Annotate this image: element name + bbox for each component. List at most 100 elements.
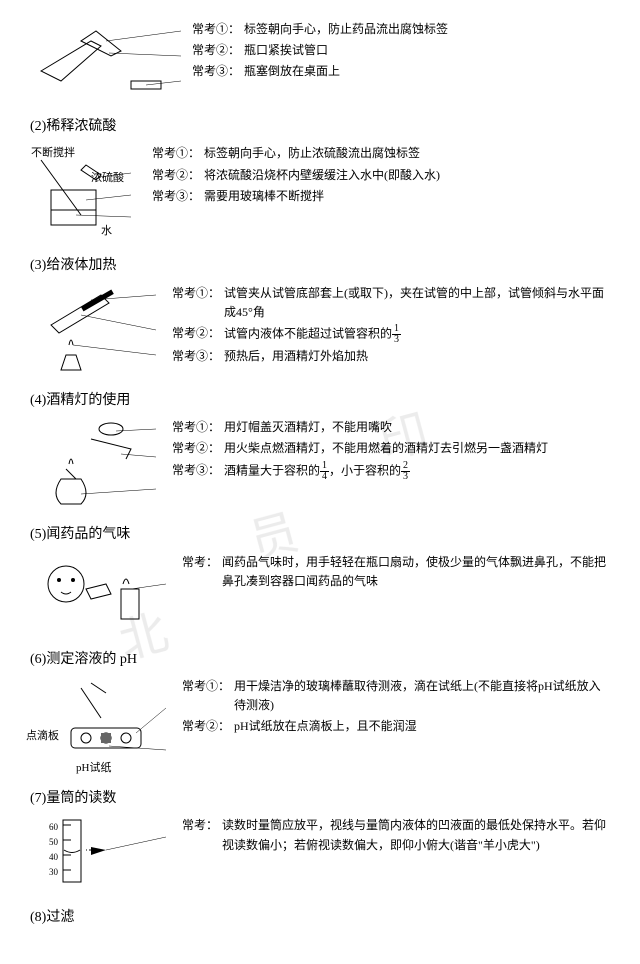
section-title: (8)过滤 bbox=[30, 907, 610, 929]
content-row: 60 50 40 30 常考：读数时量筒应放平，视线与量筒内液体的凹液面的最低处… bbox=[30, 816, 610, 893]
note-text: 试管夹从试管底部套上(或取下)，夹在试管的中上部，试管倾斜与水平面成45°角 bbox=[224, 284, 610, 322]
note-prefix: 常考①： bbox=[172, 284, 220, 303]
note-text: 预热后，用酒精灯外焰加热 bbox=[224, 347, 610, 366]
section-pouring: 常考①：标签朝向手心，防止药品流出腐蚀标签 常考②：瓶口紧挨试管口 常考③：瓶塞… bbox=[30, 20, 610, 102]
note-text: 用干燥洁净的玻璃棒蘸取待测液，滴在试纸上(不能直接将pH试纸放入待测液) bbox=[234, 677, 610, 715]
note-prefix: 常考②： bbox=[172, 324, 220, 343]
note-text: 读数时量筒应放平，视线与量筒内液体的凹液面的最低处保持水平。若仰视读数偏小；若俯… bbox=[222, 816, 610, 854]
content-row: 点滴板 pH试纸 常考①：用干燥洁净的玻璃棒蘸取待测液，滴在试纸上(不能直接将p… bbox=[30, 677, 610, 774]
section-dilute-acid: (2)稀释浓硫酸 不断搅拌 浓硫酸 水 常考①：标签朝向手心，防止浓硫酸流出腐蚀… bbox=[30, 116, 610, 241]
fraction: 13 bbox=[392, 324, 401, 345]
note-prefix: 常考③： bbox=[172, 461, 220, 480]
diagram-smell bbox=[30, 553, 172, 635]
section-title: (3)给液体加热 bbox=[30, 255, 610, 277]
fraction: 14 bbox=[320, 461, 329, 482]
notes-ph: 常考①：用干燥洁净的玻璃棒蘸取待测液，滴在试纸上(不能直接将pH试纸放入待测液)… bbox=[182, 677, 610, 739]
note-text: 标签朝向手心，防止浓硫酸流出腐蚀标签 bbox=[204, 144, 610, 163]
content-row: 不断搅拌 浓硫酸 水 常考①：标签朝向手心，防止浓硫酸流出腐蚀标签 常考②：将浓… bbox=[30, 144, 610, 241]
note-prefix: 常考③： bbox=[172, 347, 220, 366]
smell-illustration bbox=[31, 554, 171, 634]
note-line: 常考①：用灯帽盖灭酒精灯，不能用嘴吹 bbox=[172, 418, 610, 437]
note-prefix: 常考①： bbox=[182, 677, 230, 696]
note-prefix: 常考③： bbox=[152, 187, 200, 206]
note-text: 闻药品气味时，用手轻轻在瓶口扇动，使极少量的气体飘进鼻孔，不能把鼻孔凑到容器口闻… bbox=[222, 553, 610, 591]
note-line: 常考①：用干燥洁净的玻璃棒蘸取待测液，滴在试纸上(不能直接将pH试纸放入待测液) bbox=[182, 677, 610, 715]
note-line: 常考②：用火柴点燃酒精灯，不能用燃着的酒精灯去引燃另一盏酒精灯 bbox=[172, 439, 610, 458]
note-line: 常考③：预热后，用酒精灯外焰加热 bbox=[172, 347, 610, 366]
note-line: 常考①：试管夹从试管底部套上(或取下)，夹在试管的中上部，试管倾斜与水平面成45… bbox=[172, 284, 610, 322]
note-line: 常考①：标签朝向手心，防止药品流出腐蚀标签 bbox=[192, 20, 610, 39]
lamp-illustration bbox=[31, 419, 161, 509]
note-text: 用火柴点燃酒精灯，不能用燃着的酒精灯去引燃另一盏酒精灯 bbox=[224, 439, 610, 458]
ph-illustration bbox=[31, 678, 171, 773]
label-60: 60 bbox=[49, 820, 58, 834]
label-50: 50 bbox=[49, 835, 58, 849]
notes-lamp: 常考①：用灯帽盖灭酒精灯，不能用嘴吹 常考②：用火柴点燃酒精灯，不能用燃着的酒精… bbox=[172, 418, 610, 483]
section-title: (6)测定溶液的 pH bbox=[30, 649, 610, 671]
label-30: 30 bbox=[49, 865, 58, 879]
label-stir: 不断搅拌 bbox=[31, 145, 75, 163]
pouring-illustration bbox=[31, 21, 181, 101]
note-prefix: 常考①： bbox=[172, 418, 220, 437]
section-alcohol-lamp: (4)酒精灯的使用 常考①：用灯帽盖灭酒精灯，不能用嘴吹 常考②：用火柴点燃酒精… bbox=[30, 390, 610, 510]
notes-dilute: 常考①：标签朝向手心，防止浓硫酸流出腐蚀标签 常考②：将浓硫酸沿烧杯内壁缓缓注入… bbox=[152, 144, 610, 208]
note-text: 酒精量大于容积的14，小于容积的23 bbox=[224, 461, 610, 482]
content-row: 常考：闻药品气味时，用手轻轻在瓶口扇动，使极少量的气体飘进鼻孔，不能把鼻孔凑到容… bbox=[30, 553, 610, 635]
diagram-dilute: 不断搅拌 浓硫酸 水 bbox=[30, 144, 142, 241]
note-line: 常考②：瓶口紧挨试管口 bbox=[192, 41, 610, 60]
note-prefix: 常考②： bbox=[182, 717, 230, 736]
note-line: 常考②：试管内液体不能超过试管容积的13 bbox=[172, 324, 610, 345]
label-paper: pH试纸 bbox=[76, 760, 111, 778]
note-prefix: 常考②： bbox=[152, 166, 200, 185]
note-line: 常考③：酒精量大于容积的14，小于容积的23 bbox=[172, 461, 610, 482]
note-line: 常考：读数时量筒应放平，视线与量筒内液体的凹液面的最低处保持水平。若仰视读数偏小… bbox=[182, 816, 610, 854]
label-plate: 点滴板 bbox=[26, 728, 59, 746]
diagram-cylinder: 60 50 40 30 bbox=[30, 816, 172, 893]
content-row: 常考①：用灯帽盖灭酒精灯，不能用嘴吹 常考②：用火柴点燃酒精灯，不能用燃着的酒精… bbox=[30, 418, 610, 510]
note-text: 将浓硫酸沿烧杯内壁缓缓注入水中(即酸入水) bbox=[204, 166, 610, 185]
section-filter: (8)过滤 bbox=[30, 907, 610, 929]
diagram-pouring bbox=[30, 20, 182, 102]
note-prefix: 常考③： bbox=[192, 62, 240, 81]
section-title: (7)量筒的读数 bbox=[30, 788, 610, 810]
note-text: 瓶塞倒放在桌面上 bbox=[244, 62, 610, 81]
notes-heating: 常考①：试管夹从试管底部套上(或取下)，夹在试管的中上部，试管倾斜与水平面成45… bbox=[172, 284, 610, 369]
section-title: (5)闻药品的气味 bbox=[30, 524, 610, 546]
diagram-heating bbox=[30, 284, 162, 376]
notes-smell: 常考：闻药品气味时，用手轻轻在瓶口扇动，使极少量的气体飘进鼻孔，不能把鼻孔凑到容… bbox=[182, 553, 610, 593]
note-prefix: 常考： bbox=[182, 816, 218, 835]
section-title: (4)酒精灯的使用 bbox=[30, 390, 610, 412]
note-prefix: 常考①： bbox=[192, 20, 240, 39]
section-cylinder: (7)量筒的读数 60 50 40 30 常考：读数时量筒应放平，视线与量筒内液… bbox=[30, 788, 610, 893]
section-heating: (3)给液体加热 常考①：试管夹从试管底部套上(或取下)，夹在试管的中上部，试管… bbox=[30, 255, 610, 375]
label-acid: 浓硫酸 bbox=[91, 170, 124, 188]
notes-pouring: 常考①：标签朝向手心，防止药品流出腐蚀标签 常考②：瓶口紧挨试管口 常考③：瓶塞… bbox=[192, 20, 610, 84]
note-prefix: 常考②： bbox=[192, 41, 240, 60]
notes-cylinder: 常考：读数时量筒应放平，视线与量筒内液体的凹液面的最低处保持水平。若仰视读数偏小… bbox=[182, 816, 610, 856]
note-prefix: 常考②： bbox=[172, 439, 220, 458]
note-text: 用灯帽盖灭酒精灯，不能用嘴吹 bbox=[224, 418, 610, 437]
fraction: 23 bbox=[401, 461, 410, 482]
note-prefix: 常考①： bbox=[152, 144, 200, 163]
note-text: 需要用玻璃棒不断搅拌 bbox=[204, 187, 610, 206]
note-line: 常考③：瓶塞倒放在桌面上 bbox=[192, 62, 610, 81]
note-line: 常考②：pH试纸放在点滴板上，且不能润湿 bbox=[182, 717, 610, 736]
section-ph: (6)测定溶液的 pH 点滴板 pH试纸 常考①：用干燥洁净的玻璃棒蘸取待测液，… bbox=[30, 649, 610, 774]
section-title: (2)稀释浓硫酸 bbox=[30, 116, 610, 138]
note-text: 瓶口紧挨试管口 bbox=[244, 41, 610, 60]
label-40: 40 bbox=[49, 850, 58, 864]
heating-illustration bbox=[31, 285, 161, 375]
note-line: 常考③：需要用玻璃棒不断搅拌 bbox=[152, 187, 610, 206]
note-line: 常考①：标签朝向手心，防止浓硫酸流出腐蚀标签 bbox=[152, 144, 610, 163]
note-prefix: 常考： bbox=[182, 553, 218, 572]
note-text: pH试纸放在点滴板上，且不能润湿 bbox=[234, 717, 610, 736]
section-smell: (5)闻药品的气味 常考：闻药品气味时，用手轻轻在瓶口扇动，使极少量的气体飘进鼻… bbox=[30, 524, 610, 634]
note-line: 常考：闻药品气味时，用手轻轻在瓶口扇动，使极少量的气体飘进鼻孔，不能把鼻孔凑到容… bbox=[182, 553, 610, 591]
note-line: 常考②：将浓硫酸沿烧杯内壁缓缓注入水中(即酸入水) bbox=[152, 166, 610, 185]
diagram-lamp bbox=[30, 418, 162, 510]
note-text: 试管内液体不能超过试管容积的13 bbox=[224, 324, 610, 345]
label-water: 水 bbox=[101, 223, 112, 241]
note-text: 标签朝向手心，防止药品流出腐蚀标签 bbox=[244, 20, 610, 39]
diagram-ph: 点滴板 pH试纸 bbox=[30, 677, 172, 774]
content-row: 常考①：标签朝向手心，防止药品流出腐蚀标签 常考②：瓶口紧挨试管口 常考③：瓶塞… bbox=[30, 20, 610, 102]
